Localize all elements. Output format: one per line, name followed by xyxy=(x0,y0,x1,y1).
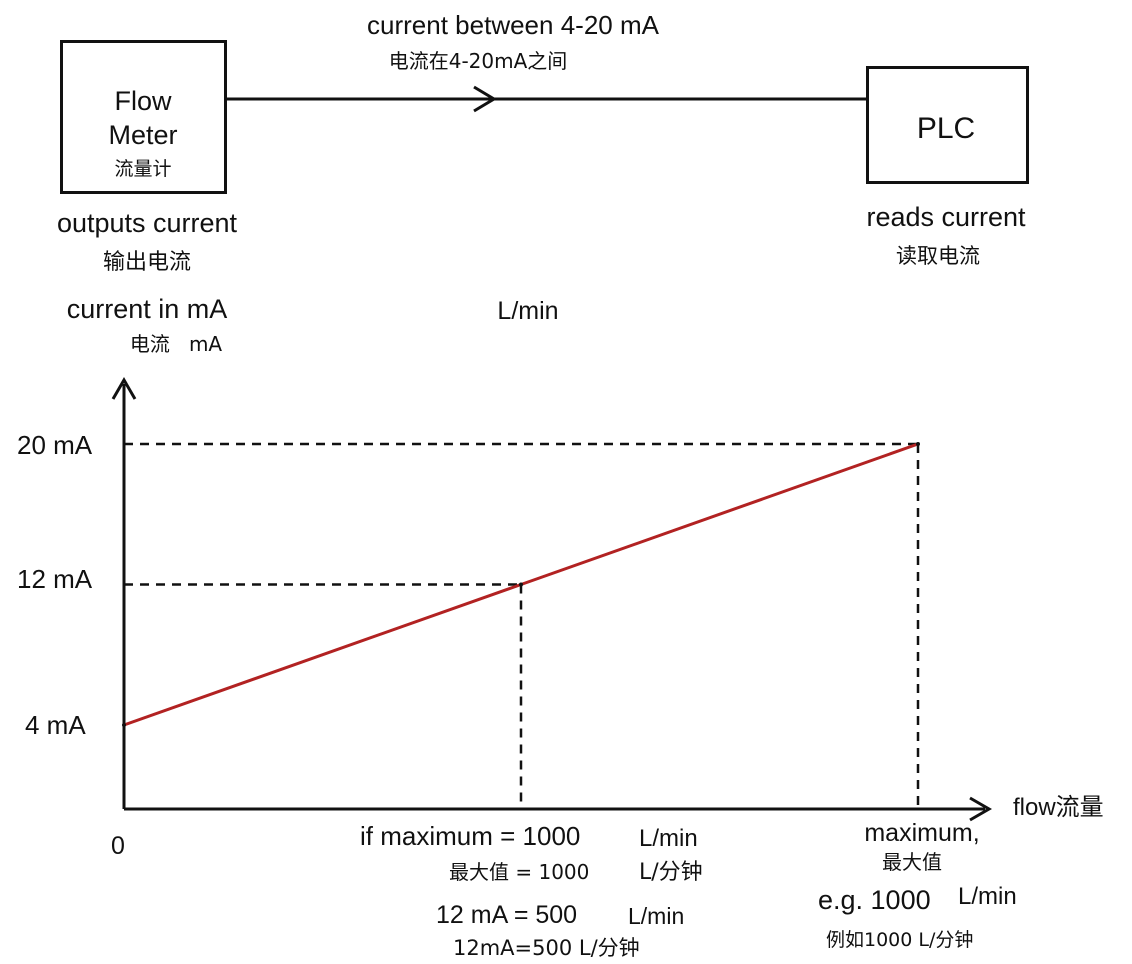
flow-meter-caption: outputs current xyxy=(56,208,238,238)
series-group xyxy=(122,442,920,727)
flow-meter-label-line1: Flow xyxy=(114,86,172,116)
max-annotation-line4: 例如1000 L/分钟 xyxy=(826,929,974,951)
mid-annotation-line1a: if maximum = 1000 xyxy=(360,821,581,851)
x-axis-arrow-icon xyxy=(969,796,992,822)
signal-arrow-icon xyxy=(473,85,497,113)
signal-label: current between 4-20 mA xyxy=(367,10,659,40)
data-point xyxy=(916,442,920,446)
dashed-guides xyxy=(124,442,920,809)
mid-annotation-line2a: 最大值 = 1000 xyxy=(449,860,590,884)
mid-annotation-line2b: L/分钟 xyxy=(639,860,703,885)
signal-label-cn: 电流在4-20mA之间 xyxy=(388,49,568,73)
x-axis-title: flow流量 xyxy=(1013,794,1104,821)
y-tick-label: 4 mA xyxy=(25,710,86,740)
origin-label: 0 xyxy=(111,832,125,860)
flow-meter-label-cn: 流量计 xyxy=(114,158,172,180)
plc-caption-cn: 读取电流 xyxy=(896,244,980,268)
data-point xyxy=(122,723,126,727)
y-tick-label: 20 mA xyxy=(17,430,93,460)
flow-meter-label-line2: Meter xyxy=(108,120,178,150)
max-annotation-line3a: e.g. 1000 xyxy=(818,885,931,915)
max-annotation-line2: 最大值 xyxy=(882,850,942,874)
flow-meter-caption-cn: 输出电流 xyxy=(102,250,192,275)
y-axis-arrow-icon xyxy=(111,377,137,400)
mid-annotation-line3a: 12 mA = 500 xyxy=(436,901,578,929)
max-annotation-line1: maximum, xyxy=(864,819,980,847)
mid-annotation-line1b: L/min xyxy=(639,825,698,852)
max-annotation-line3b: L/min xyxy=(958,883,1017,910)
data-point xyxy=(519,582,523,587)
plc-label: PLC xyxy=(916,112,976,145)
mid-annotation-line3b: L/min xyxy=(628,903,685,929)
y-axis-title: current in mA xyxy=(66,294,228,324)
mid-annotation-line4: 12mA=500 L/分钟 xyxy=(453,936,640,960)
plc-caption: reads current xyxy=(866,202,1026,232)
floating-unit-label: L/min xyxy=(497,297,559,325)
y-tick-label: 12 mA xyxy=(17,564,93,594)
flow-meter-box xyxy=(60,40,227,194)
plc-box xyxy=(866,66,1029,184)
y-axis-title-cn: 电流 mA xyxy=(129,332,223,356)
